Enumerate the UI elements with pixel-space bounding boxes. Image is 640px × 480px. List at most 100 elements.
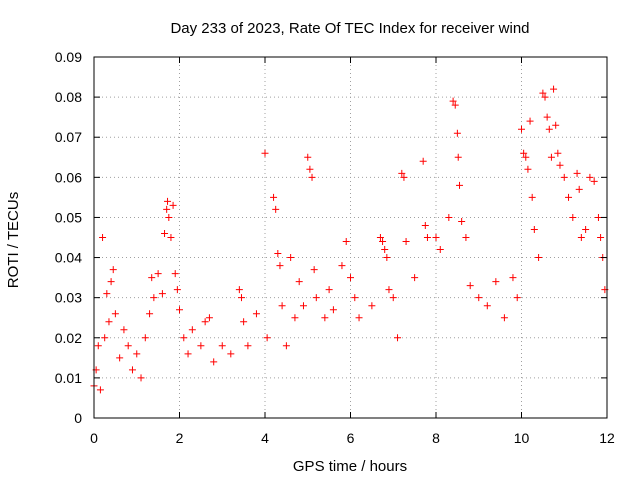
x-tick-label: 8 bbox=[432, 430, 440, 446]
data-point bbox=[458, 217, 466, 225]
data-point bbox=[107, 278, 115, 286]
data-point bbox=[171, 270, 179, 278]
data-point bbox=[492, 278, 500, 286]
data-point bbox=[582, 225, 590, 233]
data-point bbox=[169, 201, 177, 209]
data-point bbox=[449, 97, 457, 105]
data-point bbox=[547, 153, 555, 161]
data-point bbox=[368, 302, 376, 310]
data-point bbox=[263, 334, 271, 342]
data-point bbox=[389, 294, 397, 302]
data-point bbox=[577, 234, 585, 241]
data-point bbox=[105, 318, 113, 326]
data-point bbox=[304, 153, 312, 161]
data-point bbox=[573, 169, 581, 177]
x-axis-label: GPS time / hours bbox=[293, 458, 407, 475]
data-point bbox=[201, 318, 209, 326]
chart-title: Day 233 of 2023, Rate Of TEC Index for r… bbox=[170, 20, 529, 37]
data-point bbox=[148, 274, 156, 282]
data-point bbox=[165, 213, 173, 221]
data-point bbox=[419, 157, 427, 165]
data-point bbox=[103, 290, 111, 298]
data-point bbox=[133, 350, 141, 358]
y-tick-label: 0 bbox=[74, 410, 82, 426]
data-point bbox=[569, 213, 577, 221]
data-point bbox=[188, 326, 196, 334]
data-point bbox=[445, 213, 453, 221]
data-point bbox=[475, 294, 483, 302]
data-point bbox=[227, 350, 235, 358]
data-point bbox=[235, 286, 243, 294]
data-point bbox=[167, 234, 175, 241]
data-point bbox=[347, 274, 354, 282]
data-point bbox=[524, 165, 532, 173]
data-point bbox=[594, 213, 602, 221]
data-point bbox=[466, 282, 474, 290]
y-tick-label: 0.05 bbox=[55, 209, 82, 225]
data-point bbox=[240, 318, 248, 326]
data-point bbox=[94, 342, 102, 350]
y-axis-label: ROTI / TECUs bbox=[5, 192, 22, 288]
y-tick-label: 0.06 bbox=[55, 169, 82, 185]
data-point bbox=[291, 314, 299, 322]
data-point bbox=[528, 193, 536, 201]
data-point bbox=[402, 238, 410, 246]
data-point bbox=[355, 314, 363, 322]
data-point bbox=[530, 225, 538, 233]
data-point bbox=[197, 342, 205, 350]
data-point bbox=[308, 173, 316, 181]
data-point bbox=[124, 342, 132, 350]
data-point bbox=[379, 238, 387, 246]
data-point bbox=[543, 113, 551, 121]
data-point bbox=[295, 278, 303, 286]
data-point bbox=[454, 153, 462, 161]
data-point bbox=[453, 129, 461, 137]
data-point bbox=[522, 153, 530, 161]
data-point bbox=[554, 149, 562, 157]
data-point bbox=[423, 234, 431, 241]
data-point bbox=[99, 234, 107, 241]
data-point bbox=[163, 205, 171, 213]
data-point bbox=[560, 173, 568, 181]
data-point bbox=[520, 149, 528, 157]
data-point bbox=[120, 326, 128, 334]
data-point bbox=[539, 89, 547, 97]
data-point bbox=[421, 221, 429, 229]
x-tick-label: 2 bbox=[176, 430, 184, 446]
data-point bbox=[483, 302, 491, 310]
data-point bbox=[128, 366, 136, 374]
data-point bbox=[176, 306, 183, 314]
data-point bbox=[518, 125, 525, 133]
data-point bbox=[597, 234, 605, 241]
y-tick-label: 0.04 bbox=[55, 250, 82, 266]
data-point bbox=[385, 286, 393, 294]
x-axis-ticks: 0 2 4 6 8 10 12 bbox=[90, 57, 615, 446]
data-point bbox=[376, 234, 384, 241]
data-point bbox=[306, 165, 314, 173]
data-point bbox=[270, 193, 278, 201]
data-point bbox=[252, 310, 260, 318]
data-point bbox=[278, 302, 286, 310]
data-point bbox=[101, 334, 109, 342]
data-point bbox=[526, 117, 534, 125]
data-point bbox=[109, 266, 117, 274]
data-point bbox=[218, 342, 226, 350]
data-point bbox=[310, 266, 318, 274]
data-point bbox=[381, 246, 389, 254]
data-point bbox=[161, 229, 169, 237]
data-point bbox=[116, 354, 124, 362]
data-point bbox=[272, 205, 280, 213]
y-tick-label: 0.09 bbox=[55, 49, 82, 65]
data-point bbox=[400, 173, 408, 181]
data-point bbox=[351, 294, 359, 302]
data-point bbox=[432, 234, 440, 241]
data-point bbox=[287, 254, 295, 262]
data-point bbox=[173, 286, 181, 294]
data-point bbox=[586, 173, 594, 181]
data-point bbox=[541, 93, 549, 101]
data-point bbox=[575, 185, 583, 193]
data-point bbox=[513, 294, 521, 302]
data-point bbox=[552, 121, 560, 129]
data-point bbox=[338, 262, 346, 270]
